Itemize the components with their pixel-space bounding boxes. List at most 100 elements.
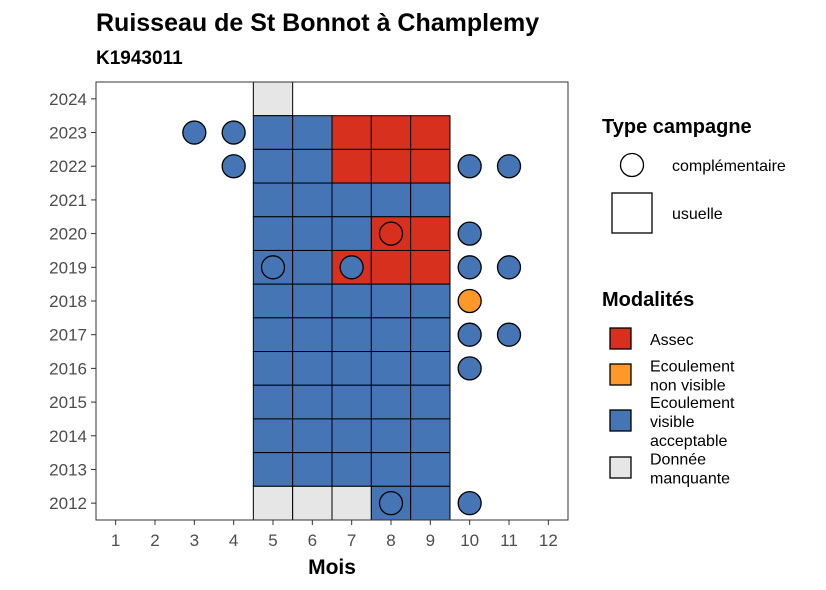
legend-modalite-label: Ecoulement — [650, 395, 735, 412]
legend-swatch-M — [609, 456, 632, 479]
legend-modalite-label: Ecoulement — [650, 359, 735, 376]
cell-2016-6 — [292, 351, 333, 386]
cell-2020-9 — [410, 216, 451, 251]
legend-type-label: usuelle — [672, 206, 723, 223]
point-2023-3 — [182, 120, 207, 145]
y-tick-label: 2015 — [49, 393, 87, 412]
complementaire-circles — [182, 120, 522, 516]
point-2019-10 — [457, 255, 482, 280]
point-2020-10 — [457, 221, 482, 246]
y-tick-label: 2020 — [49, 225, 87, 244]
cell-2022-9 — [410, 148, 451, 184]
legend-modalite-label: manquante — [650, 471, 730, 488]
y-tick-label: 2016 — [49, 359, 87, 378]
y-tick-label: 2022 — [49, 157, 87, 176]
point-2016-10 — [457, 356, 482, 381]
cell-2012-6 — [292, 485, 333, 521]
point-2022-4 — [221, 154, 246, 179]
cell-2015-5 — [252, 384, 294, 420]
point-2022-11 — [496, 154, 522, 179]
cell-2014-7 — [331, 418, 372, 454]
legend-modalite-label: Assec — [650, 332, 694, 349]
x-tick-label: 7 — [347, 531, 356, 550]
x-tick-label: 9 — [426, 531, 435, 550]
point-2020-8 — [378, 221, 404, 246]
x-tick-label: 3 — [190, 531, 199, 550]
cell-2013-9 — [410, 452, 451, 487]
legend-modalite-label: non visible — [650, 378, 726, 395]
y-axis: 2012 2013 2014 2015 2016 2017 2018 2019 2020 2021… — [49, 90, 96, 513]
x-tick-label: 12 — [539, 531, 558, 550]
x-tick-label: 4 — [229, 531, 238, 550]
cell-2017-8 — [370, 317, 412, 353]
y-tick-label: 2012 — [49, 494, 87, 513]
cell-2017-7 — [331, 317, 372, 353]
y-tick-label: 2014 — [49, 427, 87, 446]
cell-2023-9 — [410, 115, 451, 150]
cell-2015-9 — [410, 384, 451, 420]
cell-2022-5 — [252, 148, 294, 184]
legend-key-square-icon — [611, 192, 653, 234]
point-2012-8 — [378, 491, 404, 516]
cell-2017-5 — [252, 317, 294, 353]
point-2019-11 — [496, 255, 522, 280]
cell-2012-5 — [252, 485, 294, 521]
cell-2012-7 — [331, 485, 372, 521]
point-2018-10 — [457, 288, 482, 314]
cell-2023-7 — [331, 115, 372, 150]
cell-2023-5 — [252, 115, 294, 150]
legend-key-circle-icon — [619, 152, 645, 178]
cell-2022-7 — [331, 148, 372, 184]
cell-2020-7 — [331, 216, 372, 251]
y-tick-label: 2019 — [49, 258, 87, 277]
cell-2016-7 — [331, 351, 372, 386]
y-tick-label: 2018 — [49, 292, 87, 311]
chart-title: Ruisseau de St Bonnot à Champlemy — [96, 9, 539, 37]
cell-2018-7 — [331, 283, 372, 319]
x-tick-label: 2 — [150, 531, 159, 550]
cell-2015-8 — [370, 384, 412, 420]
cell-2018-5 — [252, 283, 294, 319]
legend-modalite-label: acceptable — [650, 433, 727, 450]
y-tick-label: 2023 — [49, 124, 87, 143]
cell-2022-8 — [370, 148, 412, 184]
x-tick-label: 11 — [500, 531, 518, 550]
cell-2014-6 — [292, 418, 333, 454]
point-2019-5 — [260, 255, 286, 280]
legend-swatch-A — [609, 327, 632, 350]
y-tick-label: 2021 — [49, 191, 87, 210]
x-tick-label: 10 — [460, 531, 479, 550]
point-2012-10 — [457, 491, 482, 516]
cell-2019-9 — [410, 249, 451, 285]
cell-2013-8 — [370, 452, 412, 487]
cell-2016-5 — [252, 351, 294, 386]
cell-2021-6 — [292, 182, 333, 218]
cell-2013-5 — [252, 452, 294, 487]
x-tick-label: 1 — [111, 531, 120, 550]
cell-2015-6 — [292, 384, 333, 420]
cell-2021-5 — [252, 182, 294, 218]
y-tick-label: 2024 — [49, 90, 87, 109]
x-tick-label: 5 — [268, 531, 277, 550]
point-2017-10 — [457, 322, 482, 347]
cell-2018-8 — [370, 283, 412, 319]
cell-2012-9 — [410, 485, 451, 521]
legend-modalite-label: Donnée — [650, 452, 706, 469]
cell-2021-7 — [331, 182, 372, 218]
point-2022-10 — [457, 154, 482, 179]
x-tick-label: 8 — [386, 531, 395, 550]
cell-2015-7 — [331, 384, 372, 420]
cell-2014-8 — [370, 418, 412, 454]
usuelle-cells — [252, 81, 451, 521]
chart-subtitle: K1943011 — [96, 48, 183, 69]
cell-2023-6 — [292, 115, 333, 150]
cell-2020-5 — [252, 216, 294, 251]
cell-2016-8 — [370, 351, 412, 386]
point-2017-11 — [496, 322, 522, 347]
cell-2017-6 — [292, 317, 333, 353]
cell-2019-6 — [292, 249, 333, 285]
cell-2021-9 — [410, 182, 451, 218]
point-2023-4 — [221, 120, 246, 145]
legend-swatch-V — [609, 409, 632, 432]
cell-2020-6 — [292, 216, 333, 251]
